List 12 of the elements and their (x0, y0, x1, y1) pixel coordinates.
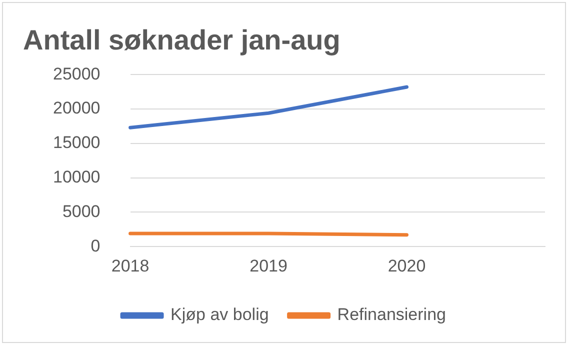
y-tick-label: 5000 (62, 202, 100, 221)
legend-label: Kjøp av bolig (170, 305, 269, 324)
y-tick-label: 15000 (52, 133, 100, 152)
y-tick-label: 0 (90, 236, 100, 256)
x-tick-label: 2019 (250, 256, 288, 276)
y-tick-label: 25000 (52, 64, 100, 84)
chart-title: Antall søknader jan-aug (23, 24, 340, 56)
legend-label: Refinansiering (337, 305, 446, 324)
x-tick-label: 2020 (388, 256, 426, 276)
x-tick-label: 2018 (111, 256, 150, 276)
y-tick-label: 20000 (52, 98, 100, 118)
y-tick-label: 10000 (52, 167, 100, 186)
